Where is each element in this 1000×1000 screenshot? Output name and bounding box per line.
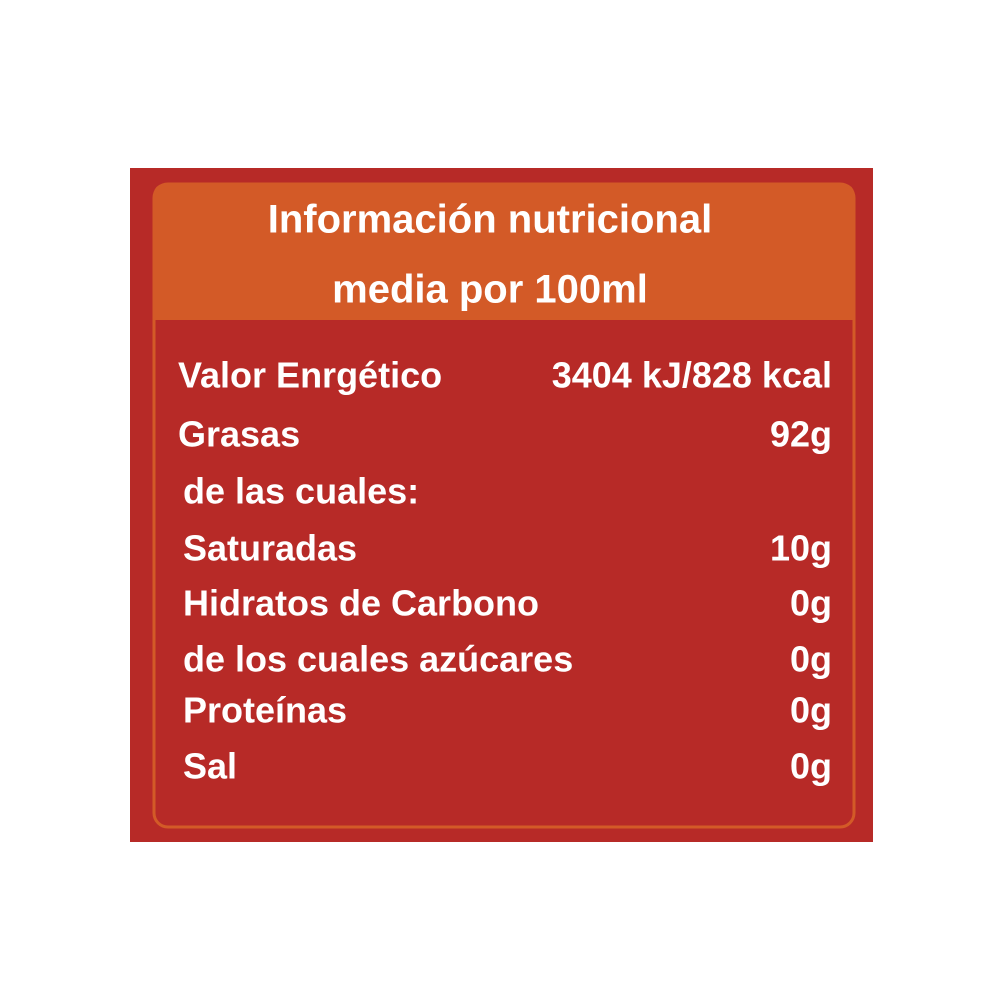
row-label: Hidratos de Carbono [183,583,539,624]
row-value: 3404 kJ/828 kcal [552,355,832,396]
row-label: Grasas [178,414,300,455]
row-value: 0g [790,639,832,680]
row-value: 0g [790,746,832,787]
header-band [153,183,855,320]
row-label: de las cuales: [183,471,419,512]
row-label: de los cuales azúcares [183,639,573,680]
row-label: Valor Enrgético [178,355,442,396]
title-line: media por 100ml [332,268,648,312]
title-line: Información nutricional [268,198,712,242]
row-label: Saturadas [183,528,357,569]
row-value: 10g [770,528,832,569]
row-value: 0g [790,690,832,731]
rows: Valor Enrgético 3404 kJ/828 kcal Grasas 92g… [178,355,832,787]
row-label: Proteínas [183,690,347,731]
inner-border [152,182,856,829]
row-value: 92g [770,414,832,455]
row-label: Sal [183,746,237,787]
row-value: 0g [790,583,832,624]
